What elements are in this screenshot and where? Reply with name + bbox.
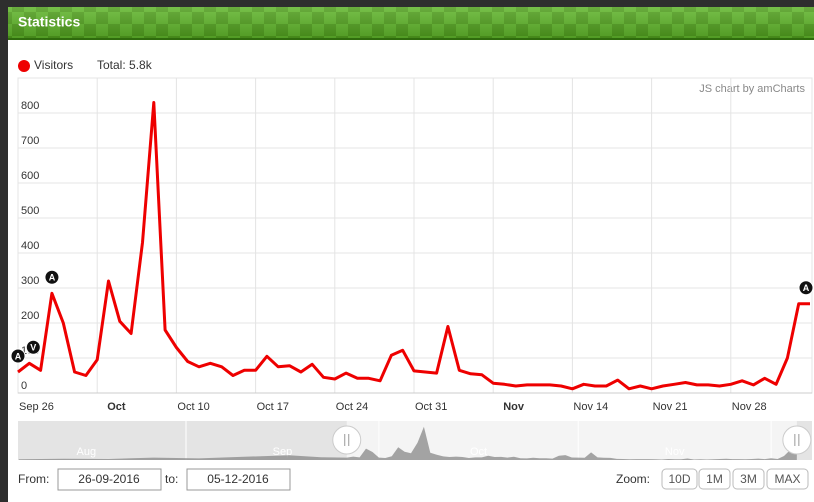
header-shade — [8, 7, 814, 39]
zoom-button-label: 10D — [668, 472, 690, 486]
to-label: to: — [165, 472, 178, 486]
x-tick-label: Nov 21 — [653, 401, 688, 413]
x-tick-label: Oct — [107, 401, 126, 413]
x-tick-label: Oct 31 — [415, 401, 447, 413]
event-bubble — [10, 348, 26, 364]
from-value: 26-09-2016 — [78, 472, 140, 486]
zoom-button-label: 3M — [740, 472, 757, 486]
y-tick-label: 200 — [21, 310, 39, 322]
header-title: Statistics — [18, 14, 80, 30]
y-tick-label: 0 — [21, 380, 27, 392]
y-tick-label: 600 — [21, 170, 39, 182]
from-input[interactable] — [57, 468, 162, 491]
zoom-button-label: 1M — [706, 472, 723, 486]
x-tick-label: Oct 24 — [336, 401, 368, 413]
event-label: A — [15, 351, 22, 361]
event-bubble — [798, 280, 814, 296]
event-bubble — [25, 339, 41, 355]
zoom-button[interactable] — [732, 468, 765, 490]
to-value: 05-12-2016 — [207, 472, 269, 486]
legend-label: Visitors — [34, 58, 73, 72]
scrollbar-handle[interactable] — [332, 425, 362, 455]
scrollbar-handle[interactable] — [782, 425, 812, 455]
from-label: From: — [18, 472, 49, 486]
x-tick-label: Nov 28 — [732, 401, 767, 413]
event-label: A — [49, 273, 56, 283]
zoom-label: Zoom: — [616, 472, 650, 486]
y-tick-label: 400 — [21, 240, 39, 252]
to-input[interactable] — [186, 468, 291, 491]
y-tick-label: 800 — [21, 100, 39, 112]
x-tick-label: Sep 26 — [19, 401, 54, 413]
scrollbar-month: Sep — [273, 446, 293, 458]
x-tick-label: Oct 10 — [177, 401, 209, 413]
event-label: A — [803, 283, 810, 293]
scrollbar-month: Oct — [470, 446, 487, 458]
zoom-button[interactable] — [698, 468, 731, 490]
event-bubble — [44, 269, 60, 285]
scrollbar-month: Nov — [665, 446, 685, 458]
credit: JS chart by amCharts — [699, 83, 805, 95]
scrollbar-month: Aug — [77, 446, 97, 458]
x-tick-label: Oct 17 — [257, 401, 289, 413]
legend-marker — [18, 60, 30, 72]
x-tick-label: Nov 14 — [573, 401, 608, 413]
event-label: V — [30, 343, 36, 353]
header-edge — [8, 38, 814, 40]
y-tick-label: 700 — [21, 135, 39, 147]
zoom-button[interactable] — [766, 468, 809, 490]
legend-total: Total: 5.8k — [97, 58, 153, 72]
x-tick-label: Nov — [503, 401, 525, 413]
zoom-button[interactable] — [661, 468, 698, 490]
zoom-button-label: MAX — [774, 472, 800, 486]
visitors-line — [17, 101, 810, 391]
y-tick-label: 300 — [21, 275, 39, 287]
y-tick-label: 500 — [21, 205, 39, 217]
scrollbar-area — [18, 426, 797, 460]
